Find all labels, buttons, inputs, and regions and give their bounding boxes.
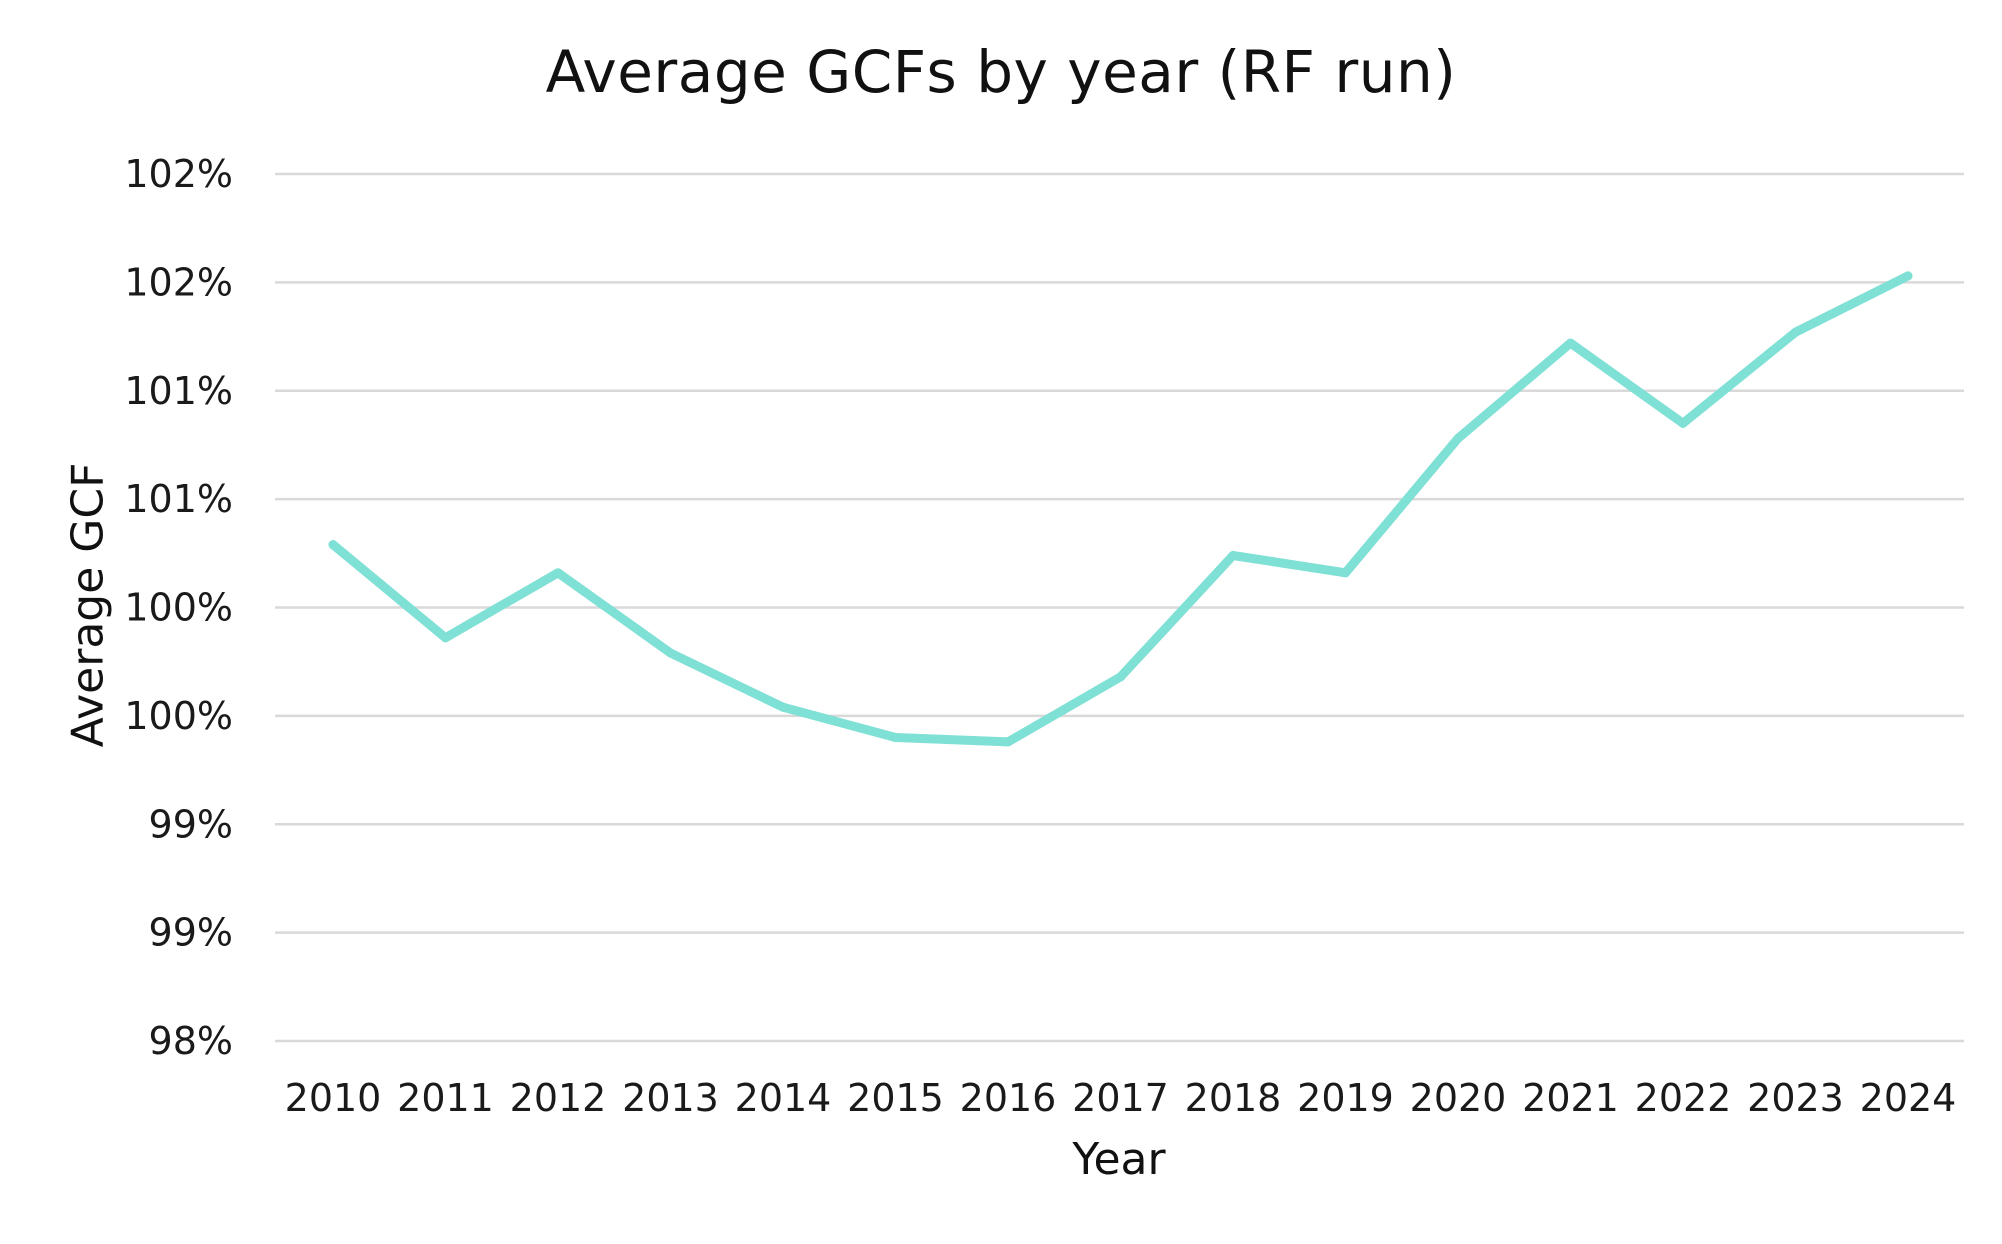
- x-axis-title: Year: [1072, 1134, 1166, 1185]
- x-tick-label: 2017: [1072, 1076, 1169, 1120]
- data-point: [1566, 338, 1575, 348]
- data-point: [328, 540, 338, 550]
- y-tick-label: 99%: [149, 911, 233, 955]
- y-tick-label: 101%: [124, 477, 233, 521]
- data-point: [891, 733, 900, 743]
- x-tick-label: 2015: [847, 1076, 944, 1120]
- data-point: [1903, 271, 1913, 281]
- data-point: [1678, 418, 1688, 428]
- y-tick-label: 100%: [124, 586, 233, 630]
- y-tick-label: 101%: [124, 369, 233, 413]
- x-tick-label: 2014: [735, 1076, 832, 1120]
- x-tick-label: 2010: [285, 1076, 382, 1120]
- x-tick-label: 2011: [397, 1076, 494, 1120]
- x-tick-label: 2024: [1860, 1076, 1957, 1120]
- x-tick-label: 2018: [1185, 1076, 1282, 1120]
- x-tick-label: 2019: [1297, 1076, 1394, 1120]
- x-tick-label: 2013: [622, 1076, 719, 1120]
- x-tick-label: 2021: [1522, 1076, 1619, 1120]
- data-point: [553, 568, 563, 578]
- data-point: [778, 702, 788, 712]
- data-point: [1003, 737, 1013, 747]
- y-tick-label: 98%: [149, 1019, 233, 1063]
- data-point: [1116, 672, 1125, 682]
- y-tick-label: 102%: [124, 260, 233, 304]
- y-tick-label: 100%: [124, 694, 233, 738]
- data-point: [1341, 568, 1350, 578]
- data-point: [1453, 433, 1463, 443]
- data-point: [1228, 550, 1238, 560]
- y-tick-label: 99%: [149, 802, 233, 846]
- chart-title: Average GCFs by year (RF run): [545, 38, 1457, 106]
- data-point: [441, 633, 450, 643]
- data-point: [1791, 327, 1800, 337]
- x-tick-label: 2012: [510, 1076, 607, 1120]
- x-tick-label: 2022: [1635, 1076, 1732, 1120]
- x-tick-label: 2020: [1410, 1076, 1507, 1120]
- x-tick-label: 2016: [960, 1076, 1057, 1120]
- series-line: [328, 271, 1913, 747]
- data-point: [666, 648, 675, 658]
- y-tick-label: 102%: [124, 152, 233, 196]
- x-tick-label: 2023: [1747, 1076, 1844, 1120]
